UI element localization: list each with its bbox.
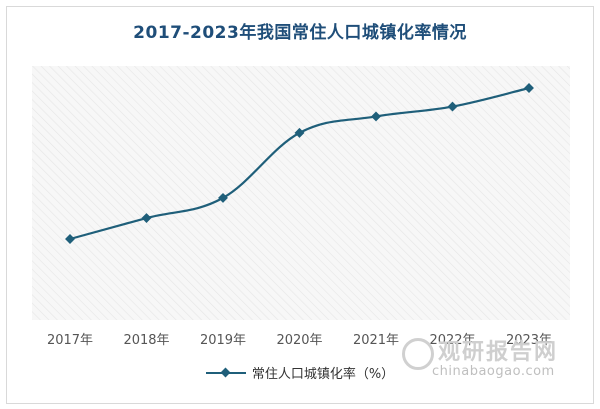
data-point-3 bbox=[218, 192, 228, 203]
data-point-2 bbox=[141, 213, 152, 223]
x-tick-label-1: 2017年 bbox=[47, 333, 93, 348]
legend-label: 常住人口城镇化率（%） bbox=[251, 367, 395, 382]
data-point-7 bbox=[524, 83, 534, 93]
legend: 常住人口城镇化率（%） bbox=[0, 363, 600, 382]
watermark-logo-icon bbox=[402, 338, 434, 370]
data-point-1 bbox=[65, 234, 75, 244]
watermark-site: chinabaogao.com bbox=[432, 364, 555, 379]
x-tick-label-7: 2023年 bbox=[506, 333, 552, 348]
data-point-4 bbox=[294, 127, 305, 138]
x-tick-label-4: 2020年 bbox=[276, 333, 322, 348]
x-tick-label-2: 2018年 bbox=[123, 333, 169, 348]
x-tick-label-3: 2019年 bbox=[200, 333, 246, 348]
x-axis-tick-labels: 2017年 2018年 2019年 2020年 2021年 2022年 2023年 bbox=[47, 333, 552, 348]
chart-title: 2017-2023年我国常住人口城镇化率情况 bbox=[133, 23, 467, 43]
plot-area bbox=[32, 66, 570, 320]
watermark-name: 观研报告网 bbox=[438, 340, 559, 365]
legend-marker bbox=[205, 365, 246, 381]
x-tick-label-5: 2021年 bbox=[353, 333, 399, 348]
watermark: 观研报告网 chinabaogao.com bbox=[402, 330, 572, 390]
x-tick-label-6: 2022年 bbox=[429, 333, 475, 348]
